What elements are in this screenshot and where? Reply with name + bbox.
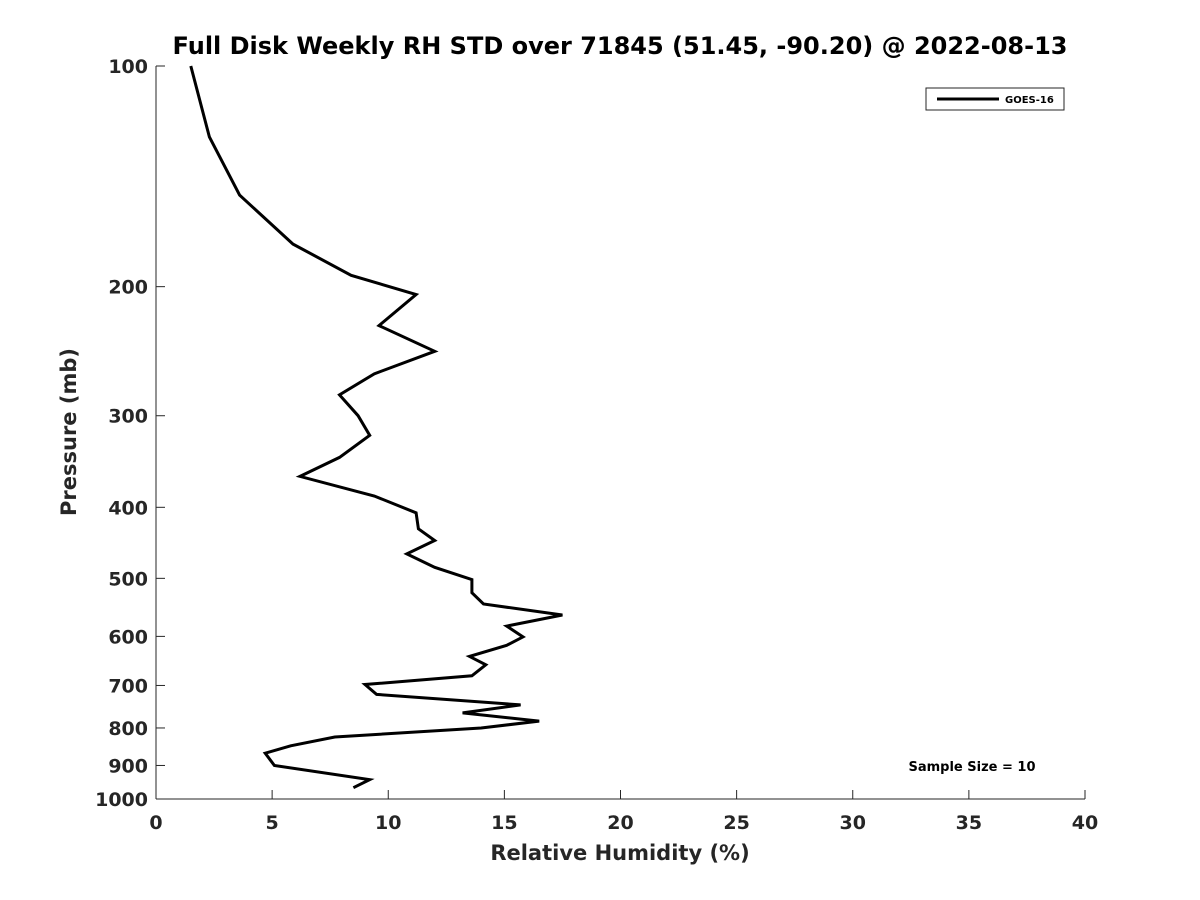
legend-label-goes16: GOES-16 <box>1005 95 1054 106</box>
x-axis-ticks: 0 5 10 15 20 25 30 35 40 <box>149 790 1098 834</box>
x-tick-label: 0 <box>149 812 162 834</box>
y-tick-label: 200 <box>108 277 148 299</box>
legend: GOES-16 <box>925 87 1065 111</box>
sample-size-annotation: Sample Size = 10 <box>908 760 1035 775</box>
x-tick-label: 20 <box>607 812 633 834</box>
x-tick-label: 10 <box>375 812 401 834</box>
y-axis-ticks: 100 200 300 400 500 600 700 800 900 1000 <box>95 56 165 811</box>
x-tick-label: 35 <box>956 812 982 834</box>
x-axis-label: Relative Humidity (%) <box>490 841 749 865</box>
x-tick-label: 40 <box>1072 812 1098 834</box>
y-tick-label: 100 <box>108 56 148 78</box>
x-tick-label: 25 <box>723 812 749 834</box>
plot-area <box>155 66 1085 800</box>
y-tick-label: 700 <box>108 675 148 697</box>
x-tick-label: 5 <box>266 812 279 834</box>
y-tick-label: 1000 <box>95 789 148 811</box>
series-line-goes16 <box>189 65 563 790</box>
chart-title: Full Disk Weekly RH STD over 71845 (51.4… <box>173 32 1068 60</box>
x-tick-label: 15 <box>491 812 517 834</box>
y-tick-label: 500 <box>108 568 148 590</box>
y-axis-label: Pressure (mb) <box>57 348 81 516</box>
y-tick-label: 900 <box>108 755 148 777</box>
series-layer <box>189 65 563 790</box>
y-tick-label: 300 <box>108 406 148 428</box>
y-tick-label: 400 <box>108 497 148 519</box>
y-tick-label: 600 <box>108 626 148 648</box>
y-tick-label: 800 <box>108 718 148 740</box>
x-tick-label: 30 <box>840 812 866 834</box>
